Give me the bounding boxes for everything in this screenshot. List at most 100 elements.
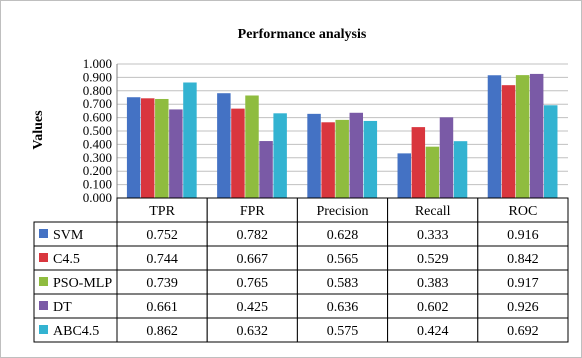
table-value-cell xyxy=(477,293,569,319)
table-value-cell xyxy=(116,221,208,247)
data-value: 0.926 xyxy=(507,300,539,315)
data-value: 0.782 xyxy=(237,228,269,243)
table-value-cell xyxy=(296,293,389,319)
y-tick-label: 0.200 xyxy=(83,163,112,178)
data-value: 0.692 xyxy=(507,324,539,339)
chart-title: Performance analysis xyxy=(238,27,367,42)
y-tick-label: 0.800 xyxy=(83,83,112,98)
table-header-cell xyxy=(116,197,208,223)
bar xyxy=(169,109,183,198)
data-value: 0.529 xyxy=(417,252,449,267)
table-value-cell xyxy=(387,221,479,247)
data-value: 0.565 xyxy=(327,252,359,267)
bar xyxy=(273,113,287,198)
y-tick-label: 0.400 xyxy=(83,136,112,151)
bar xyxy=(335,119,349,198)
bar xyxy=(321,122,335,198)
bar xyxy=(155,98,169,198)
y-tick-label: 1.000 xyxy=(83,56,112,71)
data-value: 0.383 xyxy=(417,276,449,291)
table-value-cell xyxy=(387,269,479,295)
data-value: 0.628 xyxy=(327,228,359,243)
bar xyxy=(349,112,364,198)
y-tick-label: 0.300 xyxy=(83,150,112,165)
series-name: SVM xyxy=(53,228,84,243)
bar xyxy=(487,75,502,198)
legend-swatch xyxy=(39,325,48,334)
table-value-cell xyxy=(387,293,479,319)
category-label: ROC xyxy=(509,204,538,219)
data-value: 0.916 xyxy=(507,228,539,243)
data-value: 0.862 xyxy=(146,324,178,339)
bar xyxy=(231,108,245,198)
data-value: 0.425 xyxy=(237,300,269,315)
data-value: 0.842 xyxy=(507,252,539,267)
bar xyxy=(217,93,231,198)
bar xyxy=(544,105,558,198)
data-value: 0.636 xyxy=(327,300,359,315)
table-header-cell xyxy=(296,197,389,223)
bar xyxy=(307,113,321,198)
bar xyxy=(529,73,544,198)
legend-swatch xyxy=(39,301,48,310)
table-value-cell xyxy=(206,317,298,343)
data-value: 0.333 xyxy=(417,228,449,243)
series-name: C4.5 xyxy=(53,252,80,267)
category-label: Precision xyxy=(316,204,368,219)
table-value-cell xyxy=(477,245,569,271)
data-value: 0.602 xyxy=(417,300,449,315)
y-tick-label: 0.900 xyxy=(83,69,112,84)
y-tick-labels: 0.0000.1000.2000.3000.4000.5000.6000.700… xyxy=(83,56,112,205)
series-name: DT xyxy=(53,300,72,315)
table-header-cell xyxy=(477,197,569,223)
table-value-cell xyxy=(296,317,389,343)
data-value: 0.424 xyxy=(417,324,449,339)
table-value-cell xyxy=(116,269,208,295)
category-label: Recall xyxy=(415,204,451,219)
legend-swatch xyxy=(39,229,48,238)
bar xyxy=(501,85,516,198)
bar xyxy=(425,146,440,198)
bar xyxy=(397,153,411,198)
bar xyxy=(453,141,468,198)
table-value-cell xyxy=(116,293,208,319)
category-label: TPR xyxy=(149,204,175,219)
data-value: 0.917 xyxy=(507,276,539,291)
data-value: 0.739 xyxy=(146,276,178,291)
bar xyxy=(411,127,426,198)
table-value-cell xyxy=(116,317,208,343)
bar xyxy=(245,95,259,198)
table-value-cell xyxy=(116,245,208,271)
bar xyxy=(439,117,454,198)
table-value-cell xyxy=(296,221,389,247)
series-name: ABC4.5 xyxy=(53,324,99,339)
data-value: 0.632 xyxy=(237,324,269,339)
bar xyxy=(140,98,155,198)
data-value: 0.765 xyxy=(237,276,269,291)
bar xyxy=(259,141,273,198)
bar xyxy=(515,75,530,198)
data-value: 0.575 xyxy=(327,324,359,339)
table-value-cell xyxy=(387,317,479,343)
data-value: 0.661 xyxy=(146,300,178,315)
table-header-cell xyxy=(387,197,479,223)
data-value: 0.667 xyxy=(237,252,269,267)
y-tick-label: 0.700 xyxy=(83,96,112,111)
legend-swatch xyxy=(39,277,48,286)
bar xyxy=(126,97,141,198)
data-value: 0.752 xyxy=(146,228,178,243)
category-label: FPR xyxy=(240,204,266,219)
y-tick-label: 0.100 xyxy=(83,177,112,192)
data-value: 0.583 xyxy=(327,276,359,291)
data-table: TPR FPR Precision Recall ROC SVM 0.752 0.782 0.6… xyxy=(33,197,569,343)
table-value-cell xyxy=(387,245,479,271)
table-value-cell xyxy=(477,317,569,343)
bars xyxy=(126,73,558,198)
y-tick-label: 0.600 xyxy=(83,110,112,125)
y-tick-label: 0.000 xyxy=(83,190,112,205)
legend-swatch xyxy=(39,253,48,262)
bar xyxy=(183,82,197,198)
y-tick-label: 0.500 xyxy=(83,123,112,138)
series-name: PSO-MLP xyxy=(53,276,112,291)
